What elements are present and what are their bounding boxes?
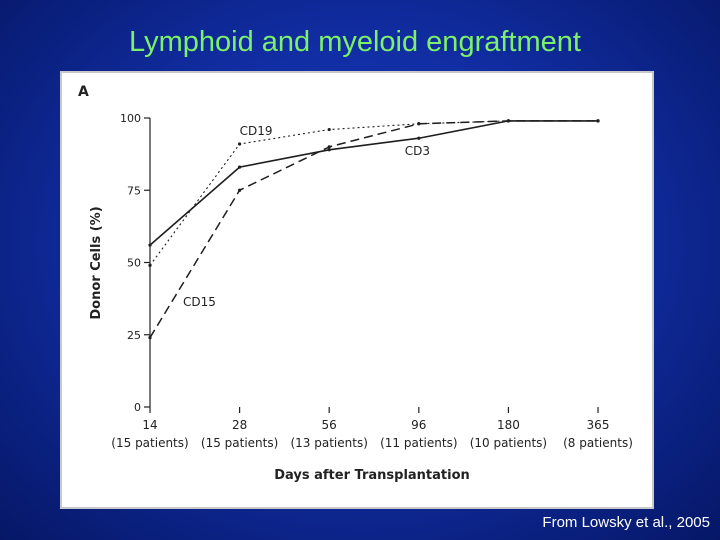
figure-panel: A 0 25 50 75 100 14 (15 patients) 28 (15 patien…	[60, 71, 654, 509]
data-point-cd19	[327, 127, 331, 132]
y-tick-label: 0	[134, 401, 141, 414]
x-tick-sublabel: (8 patients)	[563, 436, 633, 450]
x-tick-label: 14	[142, 418, 157, 432]
x-tick-sublabel: (10 patients)	[470, 436, 547, 450]
series-line-cd19	[149, 120, 598, 266]
engraftment-line-chart: A 0 25 50 75 100 14 (15 patients) 28 (15 patien…	[78, 84, 633, 483]
x-tick-sublabel: (13 patients)	[290, 436, 367, 450]
x-tick-sublabel: (15 patients)	[201, 436, 278, 450]
data-point-cd3	[327, 148, 331, 152]
x-tick-label: 180	[497, 418, 520, 432]
x-tick-label: 28	[232, 418, 247, 432]
series-label-cd15: CD15	[183, 295, 216, 309]
x-tick-label: 365	[587, 418, 610, 432]
y-tick-label: 100	[120, 112, 141, 125]
data-point-cd3	[238, 165, 242, 169]
y-tick-label: 75	[127, 184, 141, 197]
data-point-cd19	[148, 263, 152, 267]
data-point-cd15	[238, 188, 242, 192]
series-line-cd15	[149, 120, 598, 339]
x-tick-sublabel: (15 patients)	[111, 436, 188, 450]
panel-label: A	[78, 84, 89, 100]
series-label-cd3: CD3	[405, 144, 430, 158]
x-tick-label: 56	[322, 418, 337, 432]
x-tick-sublabel: (11 patients)	[380, 436, 457, 450]
data-point-cd15	[596, 119, 600, 123]
data-point-cd15	[506, 119, 510, 123]
data-point-cd15	[148, 336, 152, 340]
y-tick-label: 25	[127, 329, 141, 342]
y-axis-label: Donor Cells (%)	[89, 206, 104, 319]
slide-title: Lymphoid and myeloid engraftment	[129, 26, 581, 58]
y-tick-label: 50	[127, 257, 141, 270]
data-point-cd3	[148, 243, 152, 247]
data-point-cd15	[417, 122, 421, 126]
data-point-cd19	[238, 142, 242, 146]
x-tick-label: 96	[411, 418, 426, 432]
x-axis-label: Days after Transplantation	[274, 468, 470, 483]
data-point-cd15	[327, 145, 331, 149]
series-label-cd19: CD19	[240, 124, 273, 138]
citation: From Lowsky et al., 2005	[542, 514, 710, 531]
data-point-cd3	[417, 136, 421, 140]
